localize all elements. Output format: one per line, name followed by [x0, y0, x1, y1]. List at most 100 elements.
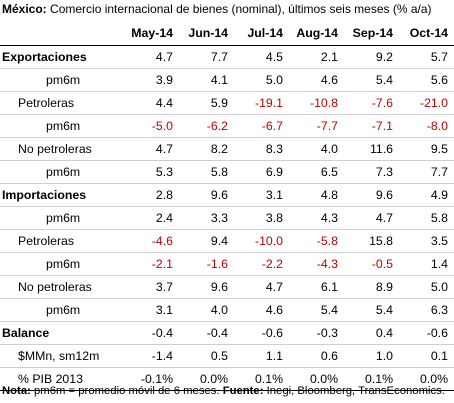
table-row: No petroleras 3.7 9.6 4.7 6.1 8.9 5.0	[0, 275, 454, 299]
row-label: Exportaciones	[0, 45, 124, 69]
table-row: pm6m -5.0 -6.2 -6.7 -7.7 -7.1 -8.0	[0, 114, 454, 138]
value-cell: 4.0	[179, 298, 234, 322]
header-month: Jun-14	[179, 20, 234, 46]
value-cell: 4.7	[124, 137, 179, 161]
table-row: Balance -0.4 -0.4 -0.6 -0.3 0.4 -0.6	[0, 321, 454, 345]
value-cell: 9.4	[179, 229, 234, 253]
value-cell: -0.4	[179, 321, 234, 345]
value-cell: 2.8	[124, 183, 179, 207]
title-text: Comercio internacional de bienes (nomina…	[46, 2, 432, 16]
value-cell: 6.1	[289, 275, 344, 299]
value-cell: 2.4	[124, 206, 179, 230]
value-cell: -0.4	[124, 321, 179, 345]
value-cell: -7.1	[344, 114, 399, 138]
table-row: $MMn, sm12m -1.4 0.5 1.1 0.6 1.0 0.1	[0, 344, 454, 368]
value-cell: 3.1	[234, 183, 289, 207]
header-month: Jul-14	[234, 20, 289, 46]
value-cell: 3.9	[124, 68, 179, 92]
value-cell: 8.9	[344, 275, 399, 299]
header-month: Oct-14	[399, 20, 454, 46]
row-label: pm6m	[0, 114, 124, 138]
value-cell: -1.6	[179, 252, 234, 276]
value-cell: 5.6	[399, 68, 454, 92]
table-row: pm6m 5.3 5.8 6.9 6.5 7.3 7.7	[0, 160, 454, 184]
table-row: Exportaciones 4.7 7.7 4.5 2.1 9.2 5.7	[0, 45, 454, 69]
value-cell: 0.6	[289, 344, 344, 368]
value-cell: 5.0	[399, 275, 454, 299]
value-cell: 3.3	[179, 206, 234, 230]
value-cell: -0.6	[399, 321, 454, 345]
value-cell: 5.8	[399, 206, 454, 230]
table-row: No petroleras 4.7 8.2 8.3 4.0 11.6 9.5	[0, 137, 454, 161]
value-cell: 6.9	[234, 160, 289, 184]
value-cell: 7.3	[344, 160, 399, 184]
value-cell: 8.3	[234, 137, 289, 161]
value-cell: 1.0	[344, 344, 399, 368]
value-cell: 4.7	[344, 206, 399, 230]
value-cell: 5.8	[179, 160, 234, 184]
value-cell: 6.3	[399, 298, 454, 322]
value-cell: 3.1	[124, 298, 179, 322]
value-cell: 2.1	[289, 45, 344, 69]
value-cell: -6.7	[234, 114, 289, 138]
value-cell: 4.1	[179, 68, 234, 92]
table-row: Petroleras -4.6 9.4 -10.0 -5.8 15.8 3.5	[0, 229, 454, 253]
source-label: Fuente:	[222, 385, 264, 397]
row-label: No petroleras	[0, 275, 124, 299]
value-cell: 15.8	[344, 229, 399, 253]
value-cell: 4.9	[399, 183, 454, 207]
value-cell: 4.3	[289, 206, 344, 230]
value-cell: -0.1%	[124, 367, 179, 391]
value-cell: 0.0%	[179, 367, 234, 391]
note-text: pm6m = promedio móvil de 6 meses.	[30, 385, 223, 397]
value-cell: 3.7	[124, 275, 179, 299]
value-cell: 1.4	[399, 252, 454, 276]
value-cell: -10.8	[289, 91, 344, 115]
value-cell: 0.1%	[234, 367, 289, 391]
table-row: % PIB 2013 -0.1% 0.0% 0.1% 0.0% 0.1% 0.0%	[0, 367, 454, 391]
source-text: Inegi, Bloomberg, TransEconomics.	[263, 385, 445, 397]
header-row: May-14 Jun-14 Jul-14 Aug-14 Sep-14 Oct-1…	[0, 20, 454, 46]
value-cell: 4.5	[234, 45, 289, 69]
value-cell: 4.6	[234, 298, 289, 322]
row-label: Petroleras	[0, 229, 124, 253]
value-cell: 3.8	[234, 206, 289, 230]
value-cell: 4.6	[289, 68, 344, 92]
value-cell: -0.6	[234, 321, 289, 345]
table-row: Petroleras 4.4 5.9 -19.1 -10.8 -7.6 -21.0	[0, 91, 454, 115]
value-cell: 3.5	[399, 229, 454, 253]
value-cell: -6.2	[179, 114, 234, 138]
value-cell: 7.7	[179, 45, 234, 69]
value-cell: -4.6	[124, 229, 179, 253]
header-month: May-14	[124, 20, 179, 46]
table-title: México: Comercio internacional de bienes…	[2, 2, 432, 16]
value-cell: 5.4	[344, 298, 399, 322]
value-cell: 0.1%	[344, 367, 399, 391]
row-label: pm6m	[0, 68, 124, 92]
value-cell: -10.0	[234, 229, 289, 253]
value-cell: 9.6	[179, 183, 234, 207]
row-label: pm6m	[0, 160, 124, 184]
value-cell: 4.7	[234, 275, 289, 299]
value-cell: 6.5	[289, 160, 344, 184]
value-cell: -2.1	[124, 252, 179, 276]
value-cell: 11.6	[344, 137, 399, 161]
value-cell: 5.7	[399, 45, 454, 69]
row-label: No petroleras	[0, 137, 124, 161]
row-label: $MMn, sm12m	[0, 344, 124, 368]
value-cell: -7.6	[344, 91, 399, 115]
value-cell: 4.7	[124, 45, 179, 69]
value-cell: -19.1	[234, 91, 289, 115]
value-cell: -21.0	[399, 91, 454, 115]
header-month: Sep-14	[344, 20, 399, 46]
value-cell: 4.0	[289, 137, 344, 161]
value-cell: -0.5	[344, 252, 399, 276]
value-cell: -5.0	[124, 114, 179, 138]
row-label: Importaciones	[0, 183, 124, 207]
value-cell: 8.2	[179, 137, 234, 161]
row-label: pm6m	[0, 252, 124, 276]
value-cell: -2.2	[234, 252, 289, 276]
row-label: pm6m	[0, 298, 124, 322]
note-label: Nota:	[2, 385, 31, 397]
value-cell: 5.4	[344, 68, 399, 92]
